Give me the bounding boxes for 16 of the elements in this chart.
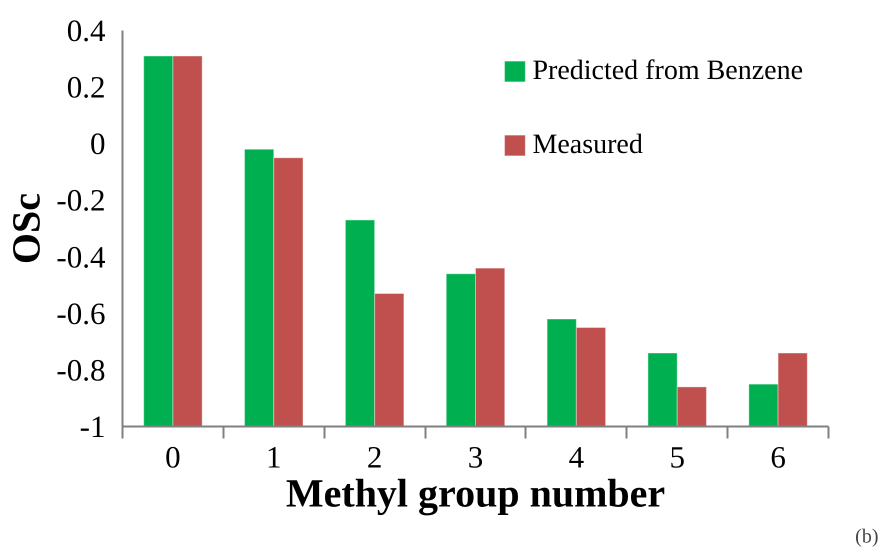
legend-label: Predicted from Benzene <box>532 55 803 87</box>
text: (b) <box>855 526 879 548</box>
y-tick-label: -0.6 <box>56 296 106 331</box>
y-axis-title: OSc <box>3 192 48 264</box>
x-tick-label: 0 <box>165 440 181 474</box>
x-tick-label: 1 <box>266 440 282 474</box>
y-tick-label: 0 <box>90 126 106 162</box>
x-tick-label: 6 <box>770 440 786 474</box>
y-tick-label: 0.2 <box>66 70 106 105</box>
y-tick-label: -0.8 <box>56 352 106 388</box>
y-tick-label: -1 <box>80 409 106 444</box>
legend-label: Measured <box>532 129 643 161</box>
x-tick-label: 5 <box>669 440 685 474</box>
y-tick-label: 0.4 <box>66 13 106 48</box>
y-tick-label: -0.2 <box>56 182 106 218</box>
y-tick-label: -0.4 <box>56 239 106 274</box>
